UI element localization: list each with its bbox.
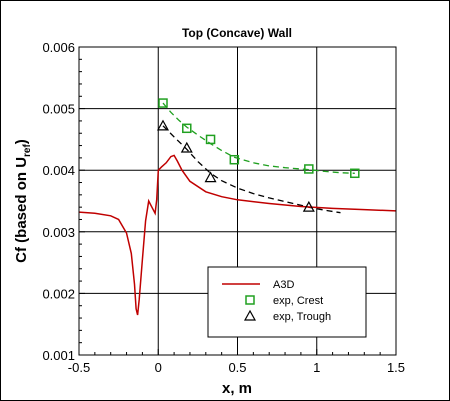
y-tick-label: 0.005: [42, 102, 75, 117]
data-point-exp-crest: [205, 134, 216, 145]
data-point-exp-crest: [182, 123, 192, 134]
legend-box: [207, 266, 367, 338]
x-tick-label: -0.5: [68, 360, 90, 375]
data-point-exp-crest: [350, 168, 360, 179]
y-tick-label: 0.004: [42, 163, 75, 178]
axis-ticks: [78, 46, 397, 356]
y-axis-label-close: ): [13, 139, 30, 144]
x-tick-label: 1: [313, 360, 320, 375]
legend-label: exp, Trough: [273, 311, 331, 323]
x-tick-label: 0.5: [228, 360, 246, 375]
y-tick-label: 0.002: [42, 286, 75, 301]
y-tick-label: 0.006: [42, 40, 75, 55]
y-tick-labels: 0.001 0.002 0.003 0.004 0.005 0.006: [42, 40, 75, 363]
series-line-exp-trough-fit: [162, 125, 341, 214]
legend-items: A3D exp, Crest exp, Trough: [222, 279, 331, 323]
series-line-a3d: [79, 154, 396, 316]
data-point-exp-trough: [156, 119, 170, 131]
y-tick-label: 0.003: [42, 225, 75, 240]
x-axis-label: x, m: [222, 380, 252, 397]
data-point-exp-crest: [229, 154, 240, 165]
x-tick-label: 0: [155, 360, 162, 375]
y-axis-label-subscript: ref: [22, 144, 33, 157]
x-tick-label: 1.5: [387, 360, 405, 375]
y-axis-label-main: Cf (based on U: [13, 157, 30, 263]
legend-symbol-square: [245, 295, 255, 305]
y-axis-label: Cf (based on Uref): [13, 139, 33, 263]
data-point-exp-crest: [158, 98, 168, 108]
data-point-exp-trough: [302, 200, 315, 212]
series-line-exp-crest-fit: [162, 102, 355, 174]
legend-label: A3D: [273, 279, 294, 291]
legend: A3D exp, Crest exp, Trough: [207, 266, 367, 338]
series-layer: [79, 98, 396, 316]
y-tick-label: 0.001: [42, 348, 75, 363]
data-point-exp-crest: [304, 164, 314, 174]
chart-title: Top (Concave) Wall: [182, 26, 292, 40]
data-point-exp-trough: [180, 141, 193, 153]
data-point-exp-trough: [204, 171, 217, 183]
x-tick-labels: -0.5 0 0.5 1 1.5: [68, 360, 405, 375]
legend-label: exp, Crest: [273, 295, 323, 307]
legend-symbol-triangle: [243, 309, 257, 321]
